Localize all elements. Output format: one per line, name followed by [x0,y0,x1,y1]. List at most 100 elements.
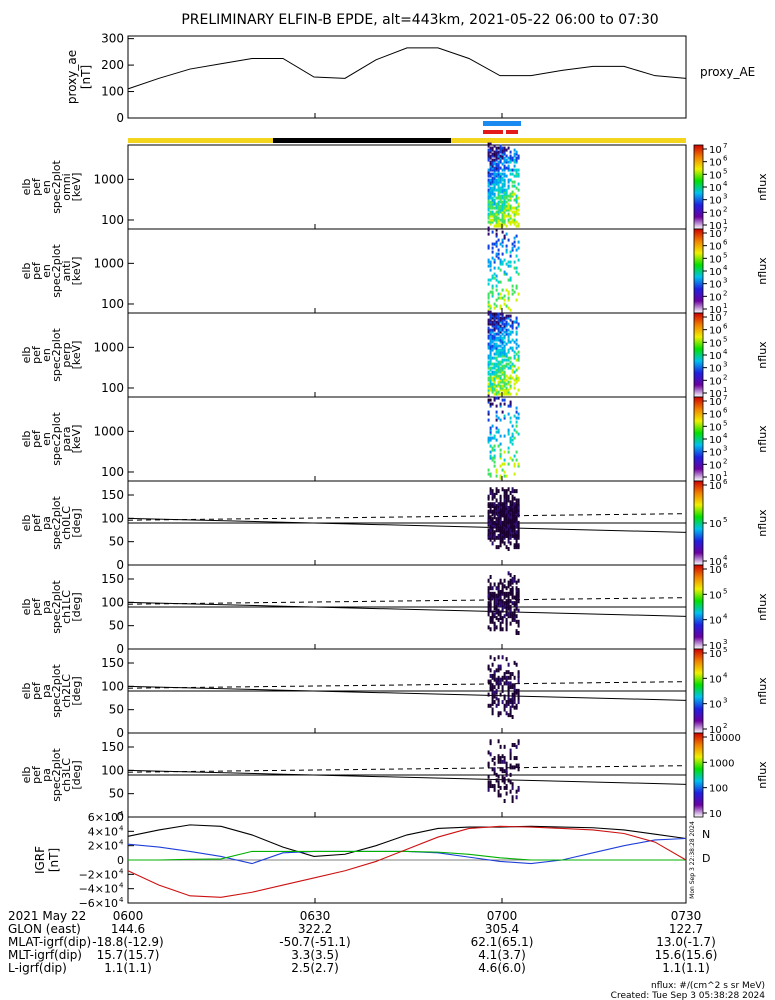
heatmap-cell [505,761,508,766]
heatmap-cell [503,156,506,160]
pitch-ylabel: pef [30,513,43,532]
heatmap-cell [491,448,494,452]
heatmap-cell [489,438,492,442]
heatmap-cell [493,448,496,452]
heatmap-cell [515,524,518,529]
heatmap-cell [487,370,490,374]
heatmap-cell [499,150,502,154]
heatmap-cell [509,436,512,440]
heatmap-cell [493,771,496,775]
heatmap-cell [503,398,506,402]
heatmap-cell [493,172,496,176]
heatmap-cell [497,204,500,208]
pitch-ylabel: ch1LC [60,590,73,624]
heatmap-cell [491,348,494,352]
heatmap-cell [491,390,494,394]
heatmap-cell [507,358,510,362]
heatmap-cell [517,168,520,172]
heatmap-cell [493,188,496,192]
heatmap-cell [489,160,492,164]
heatmap-cell [493,328,496,332]
heatmap-cell [503,346,506,350]
heatmap-cell [499,756,502,761]
colorbar-tick-exponent: 1 [723,218,727,226]
ephemeris-row-value: 144.6 [111,922,145,936]
colorbar-tick-exponent: 5 [723,335,727,343]
heatmap-cell [501,354,504,358]
heatmap-cell [493,182,496,186]
heatmap-cell [491,256,494,260]
heatmap-cell [491,683,494,688]
heatmap-cell [487,300,490,304]
heatmap-cell [497,384,500,388]
heatmap-cell [511,696,514,701]
heatmap-cell [493,320,496,324]
heatmap-cell [509,416,512,420]
colorbar-tick-exponent: 6 [723,239,728,247]
heatmap-cell [489,432,492,436]
heatmap-cell [497,280,500,284]
heatmap-cell [503,216,506,220]
heatmap-cell [489,402,492,406]
heatmap-cell [517,679,520,684]
heatmap-cell [503,220,506,224]
heatmap-cell [517,204,520,208]
heatmap-cell [497,156,500,160]
heatmap-cell [513,660,516,665]
heatmap-cell [487,392,490,396]
pitch-ylabel: elb [20,599,33,616]
heatmap-cell [515,174,518,178]
energy-ylabel: [keV] [70,425,83,454]
heatmap-cell [489,218,492,222]
heatmap-cell [497,296,500,300]
heatmap-cell [513,152,516,156]
heatmap-cell [503,541,506,546]
heatmap-cell [509,535,512,540]
heatmap-cell [511,617,514,622]
heatmap-cell [497,759,500,764]
heatmap-cell [503,208,506,212]
heatmap-cell [499,456,502,460]
heatmap-cell [491,190,494,194]
heatmap-cell [491,517,494,522]
heatmap-cell [489,474,492,478]
heatmap-cell [489,575,492,579]
heatmap-cell [507,606,510,611]
colorbar-tick-exponent: 2 [723,722,727,730]
heatmap-cell [497,188,500,192]
heatmap-cell [513,266,516,270]
heatmap-cell [517,688,520,693]
heatmap-cell [507,494,510,499]
heatmap-cell [497,172,500,176]
sunlight-bar [451,138,686,143]
colorbar-tick-label: 10 [709,305,722,316]
heatmap-cell [513,414,516,418]
heatmap-cell [495,202,498,206]
heatmap-cell [489,509,492,514]
heatmap-cell [501,212,504,216]
heatmap-cell [503,350,506,354]
heatmap-cell [497,675,500,680]
heatmap-cell [491,711,494,716]
heatmap-cell [489,336,492,340]
heatmap-cell [503,614,506,619]
heatmap-cell [491,446,494,450]
heatmap-cell [501,328,504,332]
heatmap-cell [511,533,514,538]
heatmap-cell [491,784,494,789]
heatmap-cell [505,330,508,334]
heatmap-cell [505,604,508,609]
heatmap-cell [497,326,500,330]
colorbar-tick-label: 10 [709,145,722,156]
heatmap-cell [495,252,498,256]
heatmap-cell [517,763,520,768]
heatmap-cell [515,338,518,342]
heatmap-cell [489,150,492,154]
heatmap-cell [499,146,502,150]
heatmap-cell [491,148,494,152]
heatmap-cell [493,242,496,246]
heatmap-cell [505,784,508,789]
heatmap-cell [511,743,514,747]
heatmap-cell [503,390,506,394]
